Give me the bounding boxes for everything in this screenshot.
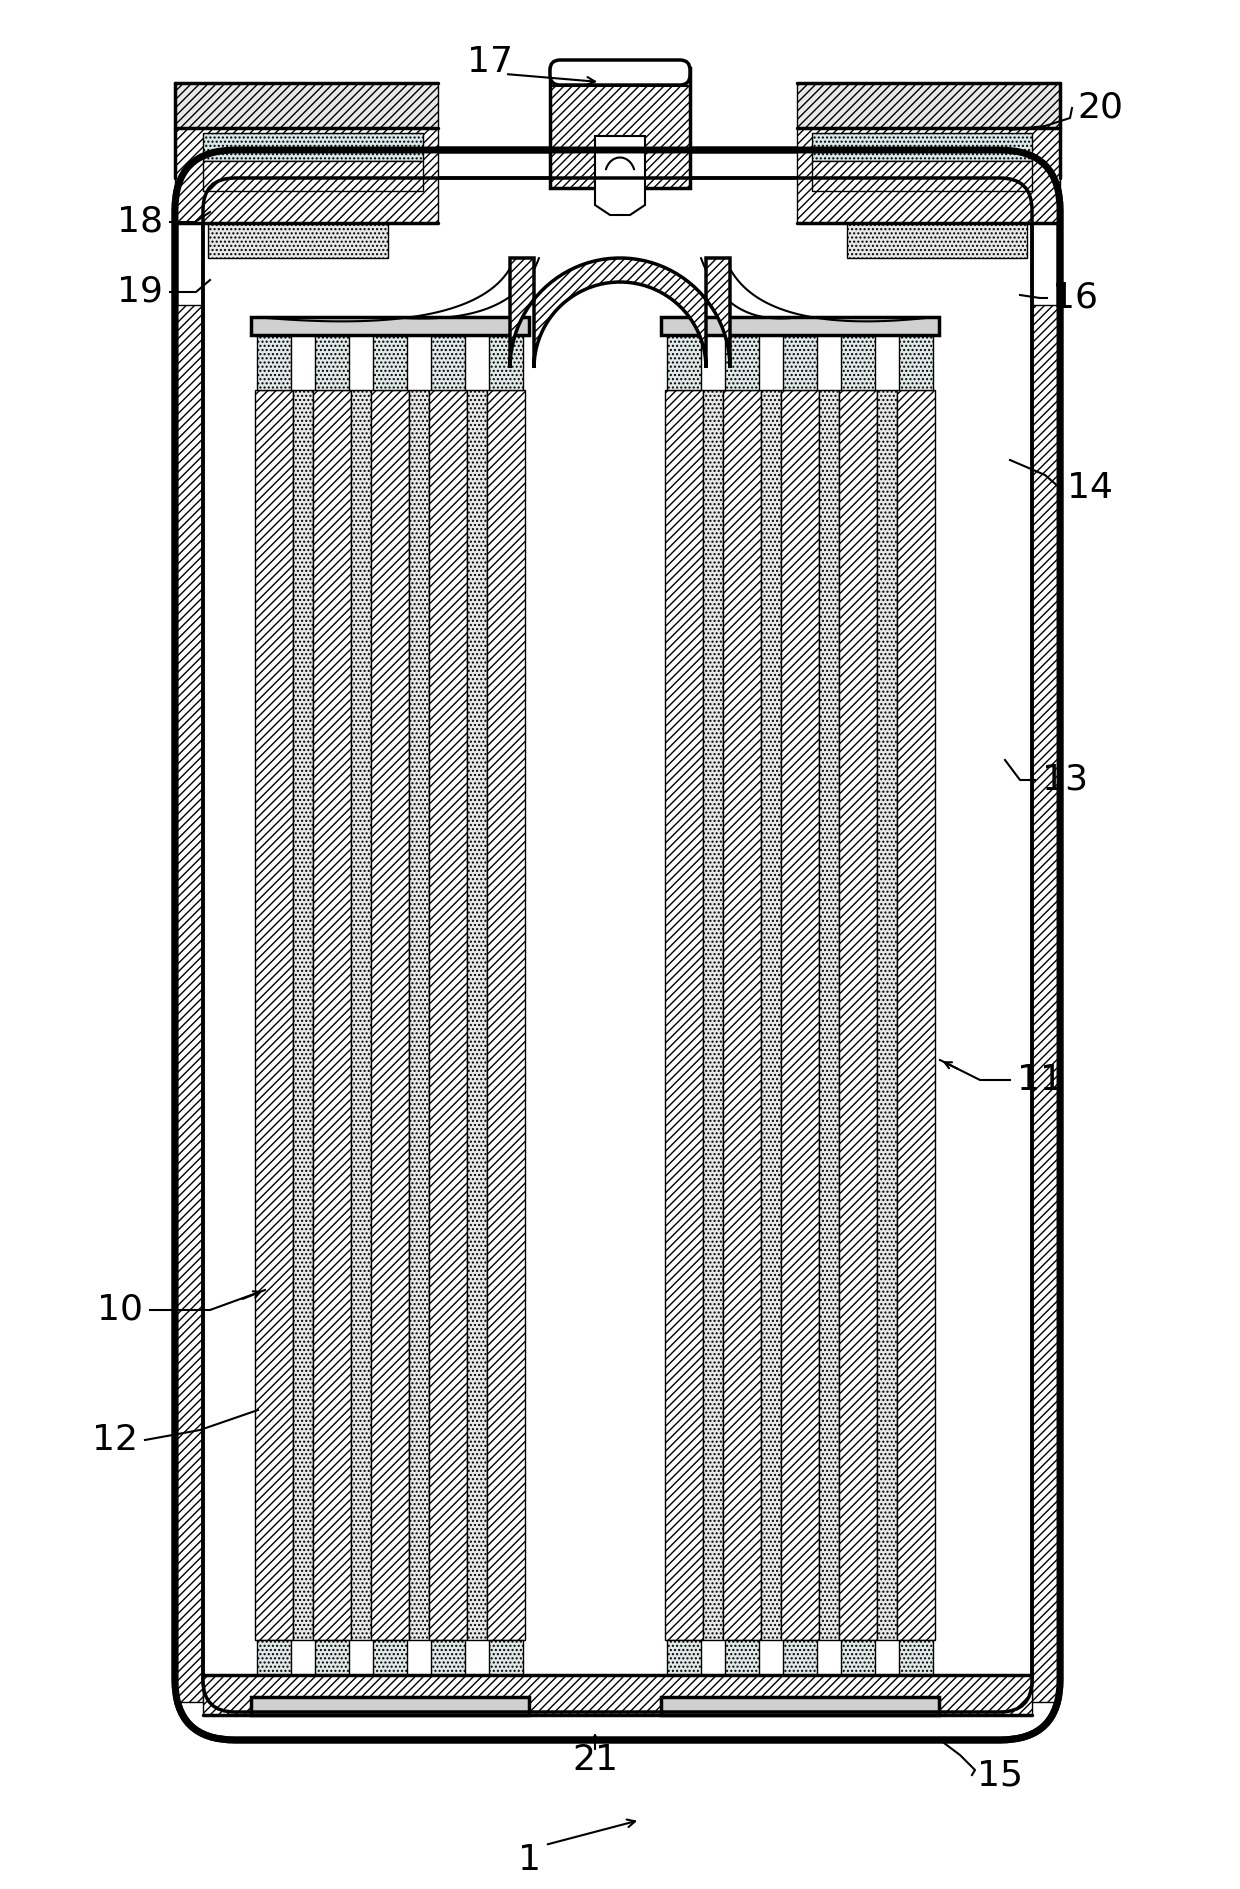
Bar bbox=[847, 223, 1027, 259]
Bar bbox=[725, 334, 759, 389]
Bar bbox=[761, 389, 781, 1640]
Bar bbox=[293, 389, 312, 1640]
Bar bbox=[782, 334, 817, 389]
Text: 12: 12 bbox=[92, 1422, 138, 1456]
Bar bbox=[667, 1640, 701, 1694]
Bar bbox=[208, 223, 388, 259]
Text: 11: 11 bbox=[1017, 1064, 1063, 1098]
Bar bbox=[257, 334, 291, 389]
Bar bbox=[899, 334, 932, 389]
FancyBboxPatch shape bbox=[551, 60, 689, 85]
Bar bbox=[203, 132, 423, 161]
Bar bbox=[373, 334, 407, 389]
Bar bbox=[315, 334, 348, 389]
Text: 16: 16 bbox=[1052, 281, 1097, 315]
Text: 21: 21 bbox=[572, 1744, 618, 1778]
Bar bbox=[812, 161, 1032, 191]
Bar bbox=[723, 389, 761, 1640]
Bar bbox=[203, 1676, 1032, 1715]
Bar bbox=[797, 83, 1060, 128]
Bar bbox=[203, 161, 423, 191]
Bar bbox=[312, 389, 351, 1640]
Text: 18: 18 bbox=[117, 206, 164, 240]
Bar bbox=[250, 317, 529, 334]
Bar bbox=[205, 334, 255, 1721]
Bar bbox=[812, 132, 1032, 161]
Bar bbox=[373, 1640, 407, 1694]
Bar bbox=[250, 1696, 529, 1715]
Bar bbox=[432, 1640, 465, 1694]
Bar bbox=[818, 389, 839, 1640]
Text: 20: 20 bbox=[1078, 91, 1123, 125]
Bar bbox=[725, 1640, 759, 1694]
Bar bbox=[409, 389, 429, 1640]
Bar bbox=[782, 1640, 817, 1694]
Polygon shape bbox=[510, 259, 730, 368]
Bar bbox=[255, 389, 293, 1640]
Bar bbox=[841, 1640, 875, 1694]
Bar bbox=[525, 334, 665, 1721]
Bar bbox=[897, 389, 935, 1640]
Bar bbox=[489, 334, 523, 389]
Bar bbox=[487, 389, 525, 1640]
Bar bbox=[432, 334, 465, 389]
Bar bbox=[429, 389, 467, 1640]
Bar bbox=[1032, 304, 1058, 1702]
Text: 17: 17 bbox=[467, 45, 513, 79]
Bar bbox=[661, 317, 939, 334]
Bar bbox=[175, 128, 438, 223]
FancyBboxPatch shape bbox=[175, 149, 1060, 1740]
Bar bbox=[551, 68, 689, 189]
Text: 13: 13 bbox=[1042, 763, 1087, 797]
Text: 15: 15 bbox=[977, 1759, 1023, 1793]
Bar bbox=[781, 389, 818, 1640]
Bar bbox=[371, 389, 409, 1640]
Bar bbox=[877, 389, 897, 1640]
Bar bbox=[935, 334, 1032, 1721]
Bar bbox=[177, 304, 203, 1702]
Text: 1: 1 bbox=[518, 1844, 542, 1878]
Text: 19: 19 bbox=[117, 276, 162, 310]
Text: 10: 10 bbox=[97, 1292, 143, 1326]
Bar bbox=[841, 334, 875, 389]
Polygon shape bbox=[595, 136, 645, 215]
Bar bbox=[661, 1696, 939, 1715]
Bar bbox=[467, 389, 487, 1640]
Bar bbox=[665, 389, 703, 1640]
Bar bbox=[667, 334, 701, 389]
Bar bbox=[175, 83, 438, 128]
Bar bbox=[703, 389, 723, 1640]
Bar bbox=[257, 1640, 291, 1694]
Bar bbox=[839, 389, 877, 1640]
Bar bbox=[351, 389, 371, 1640]
Text: 14: 14 bbox=[1066, 470, 1114, 504]
Bar bbox=[315, 1640, 348, 1694]
Bar bbox=[797, 128, 1060, 223]
Bar bbox=[899, 1640, 932, 1694]
Bar bbox=[489, 1640, 523, 1694]
